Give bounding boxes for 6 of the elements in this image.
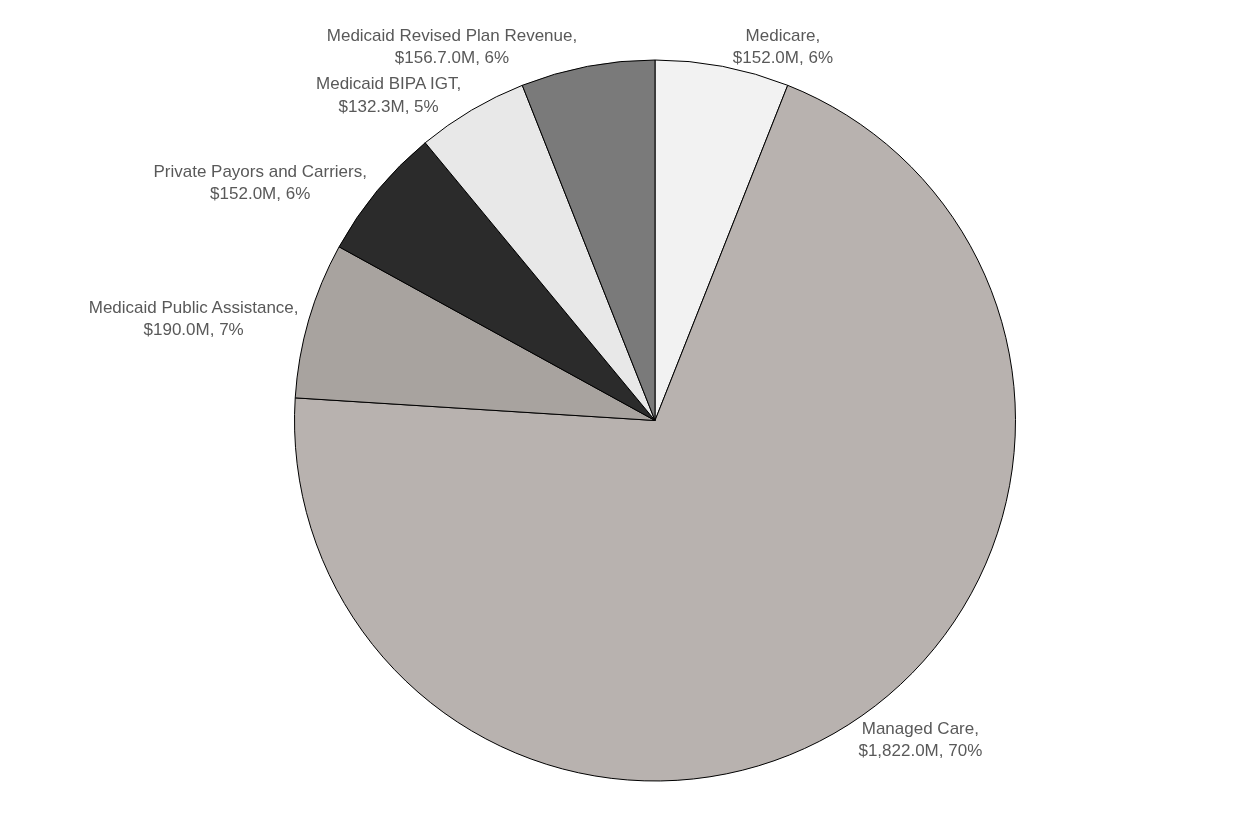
slice-label: Medicaid Revised Plan Revenue, $156.7.0M, 6%: [326, 26, 578, 68]
slice-label: Private Payors and Carriers, $152.0M, 6%: [153, 161, 367, 203]
slice-label: Managed Care, $1,822.0M, 70%: [858, 718, 983, 761]
slice-label: Medicaid BIPA IGT, $132.3M, 5%: [316, 74, 462, 116]
slice-label: Medicare, $152.0M, 6%: [732, 26, 834, 68]
slice-label: Medicaid Public Assistance, $190.0M, 7%: [88, 297, 299, 339]
